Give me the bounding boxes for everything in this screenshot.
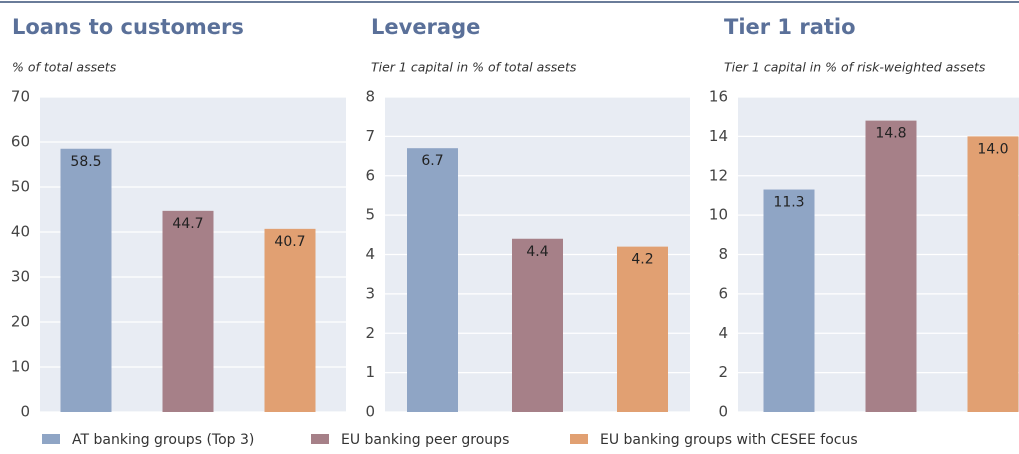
bar bbox=[162, 210, 214, 412]
y-tick-label: 10 bbox=[11, 358, 30, 376]
y-tick-label: 4 bbox=[365, 245, 375, 263]
legend-swatch bbox=[42, 434, 60, 444]
y-tick-label: 60 bbox=[11, 133, 30, 151]
y-tick-label: 0 bbox=[20, 403, 30, 421]
bar bbox=[763, 189, 815, 412]
bar bbox=[407, 148, 458, 412]
y-tick-label: 1 bbox=[365, 363, 375, 381]
y-tick-label: 2 bbox=[365, 324, 375, 342]
legend-swatch bbox=[311, 434, 329, 444]
y-tick-label: 5 bbox=[365, 206, 375, 224]
y-tick-label: 2 bbox=[718, 363, 728, 381]
value-label: 14.8 bbox=[875, 126, 906, 142]
chart-title: Leverage bbox=[371, 15, 480, 39]
chart-title: Loans to customers bbox=[12, 15, 244, 39]
bar bbox=[865, 120, 917, 412]
y-tick-label: 3 bbox=[365, 284, 375, 302]
y-tick-label: 20 bbox=[11, 313, 30, 331]
y-tick-label: 4 bbox=[718, 324, 728, 342]
y-tick-label: 7 bbox=[365, 127, 375, 145]
value-label: 4.2 bbox=[631, 252, 653, 268]
value-label: 40.7 bbox=[274, 234, 305, 250]
y-tick-label: 8 bbox=[365, 88, 375, 106]
y-tick-label: 40 bbox=[11, 223, 30, 241]
bar bbox=[264, 228, 316, 412]
y-tick-label: 6 bbox=[365, 166, 375, 184]
y-tick-label: 0 bbox=[365, 403, 375, 421]
bar bbox=[60, 148, 112, 412]
chart-subtitle: Tier 1 capital in % of risk-weighted ass… bbox=[724, 60, 986, 75]
legend-swatch bbox=[570, 434, 588, 444]
y-tick-label: 8 bbox=[718, 245, 728, 263]
value-label: 6.7 bbox=[421, 153, 443, 169]
y-tick-label: 16 bbox=[709, 88, 728, 106]
chart-title: Tier 1 ratio bbox=[724, 15, 856, 39]
legend-label: AT banking groups (Top 3) bbox=[72, 432, 254, 448]
legend-label: EU banking peer groups bbox=[341, 432, 509, 448]
chart-subtitle: Tier 1 capital in % of total assets bbox=[371, 60, 577, 75]
y-tick-label: 30 bbox=[11, 268, 30, 286]
y-tick-label: 50 bbox=[11, 178, 30, 196]
y-tick-label: 0 bbox=[718, 403, 728, 421]
value-label: 58.5 bbox=[70, 154, 101, 170]
legend-label: EU banking groups with CESEE focus bbox=[600, 432, 858, 448]
value-label: 11.3 bbox=[773, 195, 804, 211]
value-label: 4.4 bbox=[526, 244, 548, 260]
y-tick-label: 70 bbox=[11, 88, 30, 106]
bar bbox=[617, 246, 668, 412]
y-tick-label: 12 bbox=[709, 166, 728, 184]
bar bbox=[967, 136, 1019, 412]
value-label: 14.0 bbox=[977, 141, 1008, 157]
bar bbox=[512, 238, 563, 412]
y-tick-label: 14 bbox=[709, 127, 728, 145]
y-tick-label: 6 bbox=[718, 284, 728, 302]
chart-subtitle: % of total assets bbox=[12, 60, 117, 75]
y-tick-label: 10 bbox=[709, 206, 728, 224]
value-label: 44.7 bbox=[172, 216, 203, 232]
